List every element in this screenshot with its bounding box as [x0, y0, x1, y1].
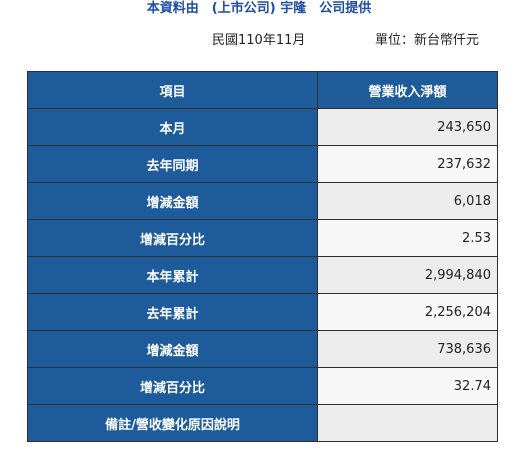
row-value: 32.74: [317, 367, 498, 405]
row-value: [317, 404, 498, 442]
row-value: 237,632: [317, 145, 498, 183]
revenue-table: 項目 營業收入淨額 本月 243,650 去年同期 237,632 增減金額 6…: [27, 71, 498, 442]
row-label: 本月: [27, 108, 318, 146]
row-label: 增減金額: [27, 182, 318, 220]
table-row: 增減金額 6,018: [27, 182, 498, 220]
column-header-net-revenue: 營業收入淨額: [317, 71, 498, 109]
table-row: 去年累計 2,256,204: [27, 293, 498, 331]
table-row: 本年累計 2,994,840: [27, 256, 498, 294]
row-label: 增減百分比: [27, 367, 318, 405]
row-value: 6,018: [317, 182, 498, 220]
row-value: 2,994,840: [317, 256, 498, 294]
currency-unit: 單位：新台幣仟元: [375, 33, 480, 48]
column-header-item: 項目: [27, 71, 318, 109]
table-row: 增減金額 738,636: [27, 330, 498, 368]
table-row: 增減百分比 2.53: [27, 219, 498, 257]
row-label: 增減百分比: [27, 219, 318, 257]
row-label: 備註/營收變化原因說明: [27, 404, 318, 442]
row-label: 去年同期: [27, 145, 318, 183]
table-row: 本月 243,650: [27, 108, 498, 146]
row-value: 738,636: [317, 330, 498, 368]
row-value: 2,256,204: [317, 293, 498, 331]
row-label: 本年累計: [27, 256, 318, 294]
row-value: 243,650: [317, 108, 498, 146]
table-header-row: 項目 營業收入淨額: [27, 71, 498, 109]
table-row: 去年同期 237,632: [27, 145, 498, 183]
report-period: 民國110年11月: [212, 33, 306, 48]
page-title: 本資料由 (上市公司) 宇隆 公司提供: [146, 1, 372, 16]
row-label: 去年累計: [27, 293, 318, 331]
row-label: 增減金額: [27, 330, 318, 368]
table-row: 備註/營收變化原因說明: [27, 404, 498, 442]
table-row: 增減百分比 32.74: [27, 367, 498, 405]
row-value: 2.53: [317, 219, 498, 257]
